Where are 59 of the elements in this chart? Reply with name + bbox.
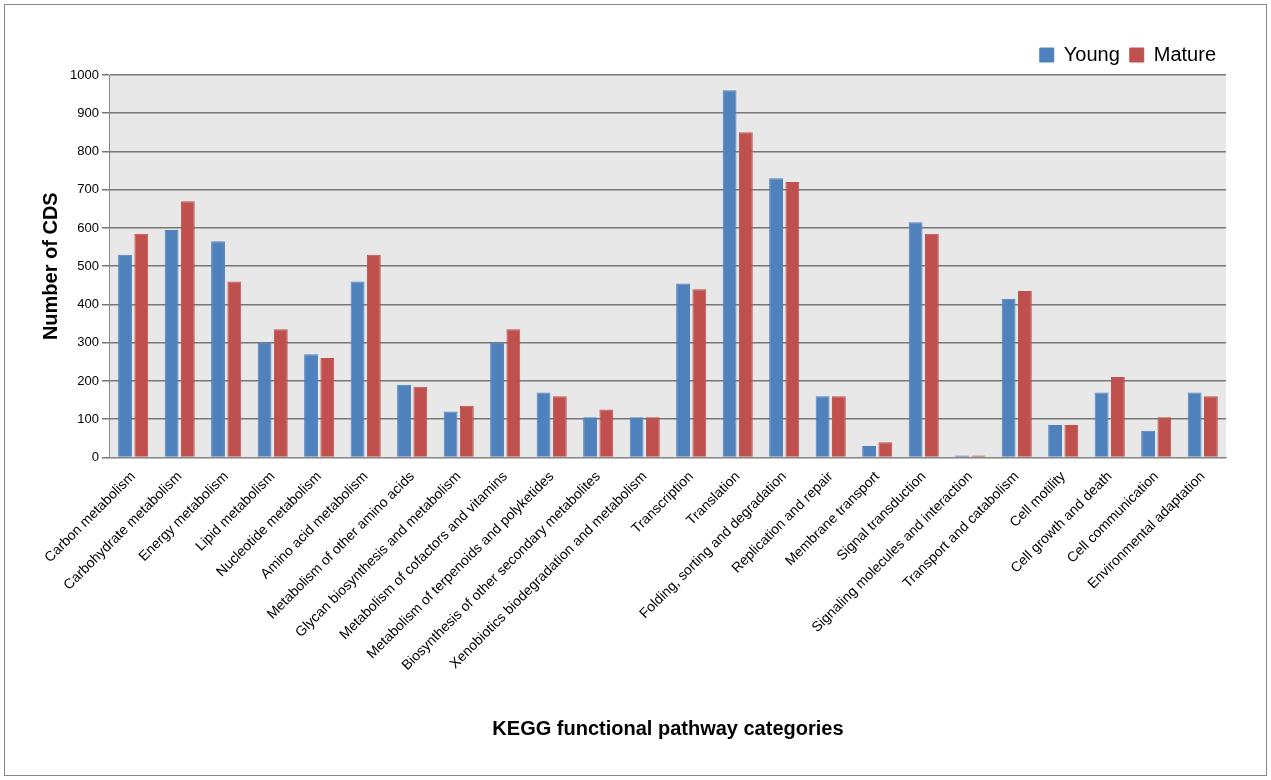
bar xyxy=(227,281,242,457)
bar xyxy=(459,405,474,457)
bar xyxy=(785,182,800,457)
bar xyxy=(583,417,597,457)
y-tick-label: 700 xyxy=(77,181,99,197)
bar xyxy=(738,132,753,457)
y-tick-label: 800 xyxy=(77,143,99,159)
bar xyxy=(1017,291,1032,457)
bar xyxy=(273,329,288,457)
bar xyxy=(1110,377,1125,457)
bar xyxy=(831,396,846,457)
legend-label: Mature xyxy=(1153,42,1216,65)
bar xyxy=(1141,430,1156,457)
bar xyxy=(1064,424,1079,457)
x-axis-title: KEGG functional pathway categories xyxy=(492,716,844,739)
bar xyxy=(1001,298,1016,457)
bar xyxy=(1048,424,1063,457)
bar xyxy=(722,90,737,457)
bar xyxy=(1157,417,1172,457)
bar xyxy=(506,329,521,457)
bar xyxy=(490,342,504,457)
bar xyxy=(629,417,644,457)
y-tick-label: 900 xyxy=(77,104,99,120)
bar xyxy=(164,229,179,457)
bar xyxy=(908,222,923,457)
legend-label: Young xyxy=(1063,42,1120,65)
bar xyxy=(443,411,458,457)
bar xyxy=(304,354,318,457)
bar xyxy=(1094,392,1109,457)
y-tick-label: 200 xyxy=(77,372,99,388)
y-tick-label: 400 xyxy=(77,296,99,312)
bar xyxy=(397,384,411,457)
bar xyxy=(118,254,132,457)
bar xyxy=(366,254,381,457)
bar xyxy=(552,396,567,457)
y-tick-label: 1000 xyxy=(70,66,99,82)
bar xyxy=(134,233,149,457)
bar xyxy=(1203,396,1218,457)
y-tick-label: 600 xyxy=(77,219,99,235)
bar xyxy=(211,241,225,457)
bar xyxy=(599,409,614,457)
y-tick-label: 500 xyxy=(77,257,99,273)
bar xyxy=(320,358,335,457)
bar xyxy=(257,342,272,457)
bar xyxy=(180,201,195,457)
bar xyxy=(676,283,690,457)
bar xyxy=(924,233,939,457)
bar xyxy=(769,178,783,457)
bar xyxy=(645,417,660,457)
bar xyxy=(692,289,707,457)
bar xyxy=(413,386,428,457)
bar xyxy=(1187,392,1202,457)
y-tick-label: 0 xyxy=(91,449,99,465)
y-tick-label: 100 xyxy=(77,410,99,426)
bar xyxy=(350,281,365,457)
bar xyxy=(536,392,551,457)
bar xyxy=(815,396,830,457)
y-axis-title: Number of CDS xyxy=(38,192,61,341)
y-tick-label: 300 xyxy=(77,334,99,350)
